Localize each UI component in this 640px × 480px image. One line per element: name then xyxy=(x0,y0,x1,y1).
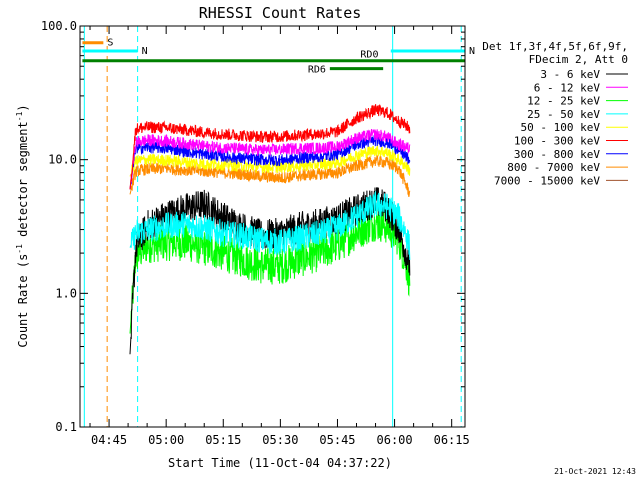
axis-ticks: 100.0 10.0 1.0 0.1 04:45 05:00 05:15 05:30 05:45… xyxy=(41,19,470,447)
legend-label-5: 100 - 300 keV xyxy=(514,135,600,148)
y-tick-label-2: 1.0 xyxy=(55,286,77,300)
legend: Det 1f,3f,4f,5f,6f,9f, FDecim 2, Att 0 3… xyxy=(482,40,628,187)
legend-label-7: 800 - 7000 keV xyxy=(507,161,600,174)
y-axis-label-sup2: -1 xyxy=(15,111,24,121)
legend-label-3: 25 - 50 keV xyxy=(527,108,600,121)
chart-title: RHESSI Count Rates xyxy=(199,4,362,22)
y-tick-label-1: 10.0 xyxy=(48,153,77,167)
x-tick-label-0: 04:45 xyxy=(91,433,127,447)
legend-label-6: 300 - 800 keV xyxy=(514,148,600,161)
x-axis-label: Start Time (11-Oct-04 04:37:22) xyxy=(168,456,392,470)
legend-label-1: 6 - 12 keV xyxy=(534,81,601,94)
segment-label-3: RD0 xyxy=(360,50,378,61)
segment-label-0: S xyxy=(107,38,113,49)
y-axis-label-part1: Count Rate (s xyxy=(16,254,30,348)
segment-label-2: N xyxy=(469,46,475,57)
x-tick-label-6: 06:15 xyxy=(434,433,470,447)
segment-label-4: RD6 xyxy=(308,65,326,76)
x-tick-label-1: 05:00 xyxy=(148,433,184,447)
legend-label-0: 3 - 6 keV xyxy=(540,68,600,81)
y-axis-label: Count Rate (s-1 detector segment-1) xyxy=(15,104,30,347)
y-tick-label-3: 0.1 xyxy=(55,420,77,434)
segment-label-1: N xyxy=(142,46,148,57)
footer-timestamp: 21-Oct-2021 12:43 xyxy=(554,467,636,476)
plot-area: S N N RD0 RD6 xyxy=(82,26,475,427)
x-tick-label-3: 05:30 xyxy=(262,433,298,447)
series-line-1 xyxy=(129,128,411,190)
legend-label-4: 50 - 100 keV xyxy=(521,121,601,134)
plot-frame xyxy=(79,25,466,428)
legend-label-2: 12 - 25 keV xyxy=(527,95,600,108)
y-axis-label-part2: detector segment xyxy=(16,121,30,244)
y-tick-label-0: 100.0 xyxy=(41,19,77,33)
legend-header-1: Det 1f,3f,4f,5f,6f,9f, xyxy=(482,40,628,53)
series-line-7 xyxy=(129,154,411,198)
series-line-3 xyxy=(129,190,411,260)
y-axis-label-sup1: -1 xyxy=(15,244,24,254)
x-tick-label-4: 05:45 xyxy=(319,433,355,447)
y-axis-label-part3: ) xyxy=(16,104,30,111)
x-tick-label-5: 06:00 xyxy=(377,433,413,447)
series-line-5 xyxy=(129,103,411,190)
x-tick-label-2: 05:15 xyxy=(205,433,241,447)
legend-label-8: 7000 - 15000 keV xyxy=(494,174,600,187)
legend-header-2: FDecim 2, Att 0 xyxy=(529,53,628,66)
